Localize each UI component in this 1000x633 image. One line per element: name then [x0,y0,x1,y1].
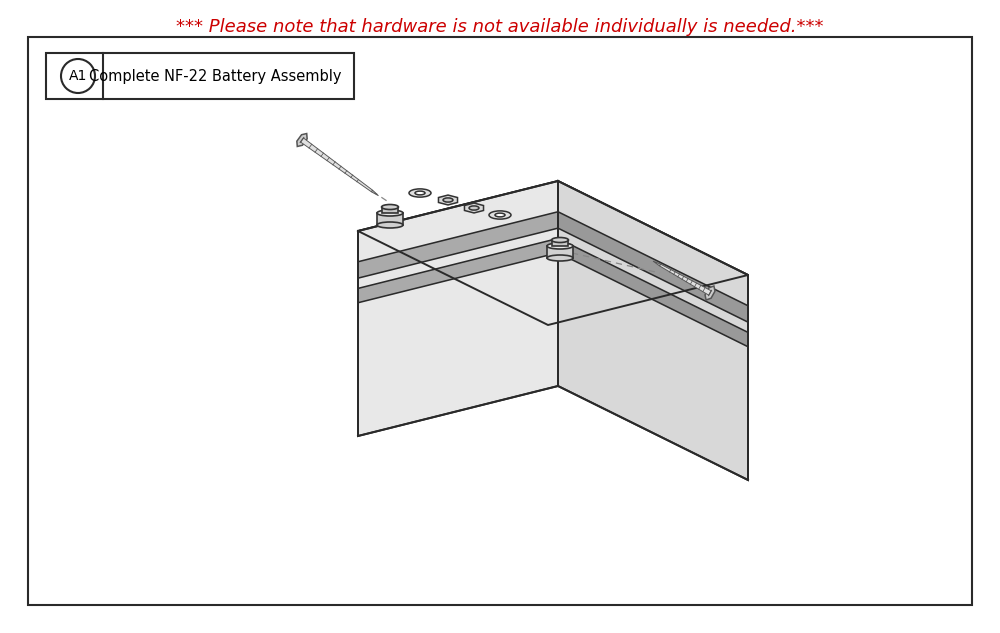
Ellipse shape [469,206,479,210]
Ellipse shape [377,210,403,216]
Polygon shape [358,212,558,278]
Circle shape [61,59,95,93]
Polygon shape [464,203,484,213]
Polygon shape [552,240,568,246]
Polygon shape [371,190,378,196]
Polygon shape [297,134,307,146]
Ellipse shape [547,255,573,261]
Ellipse shape [489,211,511,219]
Ellipse shape [377,222,403,228]
Polygon shape [558,181,748,480]
Polygon shape [547,246,573,258]
Text: A1: A1 [69,69,87,83]
Bar [46,53,354,99]
Polygon shape [660,264,711,295]
Polygon shape [358,181,558,436]
Polygon shape [558,212,748,322]
Polygon shape [705,286,715,300]
Polygon shape [358,239,558,303]
Ellipse shape [415,191,425,195]
Polygon shape [438,195,458,205]
Text: *** Please note that hardware is not available individually is needed.***: *** Please note that hardware is not ava… [176,18,824,36]
Polygon shape [377,213,403,225]
Ellipse shape [409,189,431,197]
Polygon shape [558,239,748,347]
Ellipse shape [382,204,398,210]
Polygon shape [301,138,373,192]
Text: Complete NF-22 Battery Assembly: Complete NF-22 Battery Assembly [89,68,341,84]
Ellipse shape [547,243,573,249]
Ellipse shape [552,237,568,242]
Polygon shape [382,207,398,213]
Ellipse shape [495,213,505,217]
Ellipse shape [443,198,453,202]
Polygon shape [653,261,660,266]
Bar [28,37,972,605]
Polygon shape [358,181,748,325]
